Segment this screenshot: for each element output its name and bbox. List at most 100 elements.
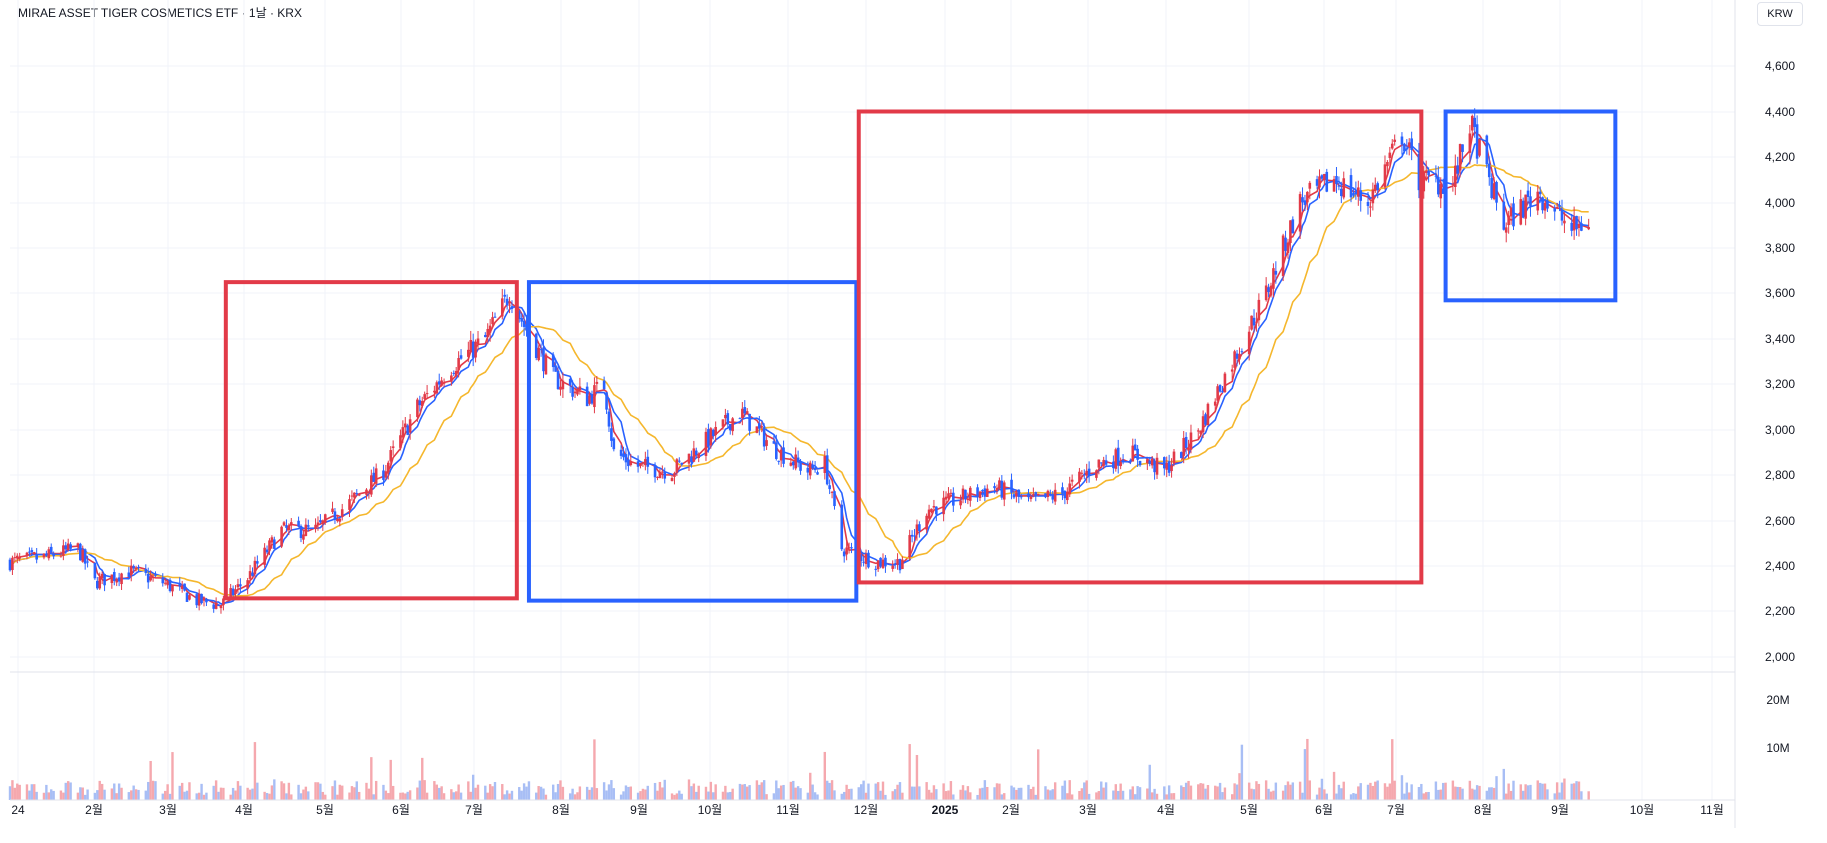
candle-body	[1468, 133, 1472, 153]
volume-bar	[571, 788, 574, 800]
candle-body	[656, 476, 659, 478]
volume-bar	[568, 793, 572, 800]
volume-bar	[595, 788, 599, 800]
candle-body	[964, 489, 967, 500]
candle-body	[202, 597, 206, 601]
candle-body	[120, 573, 123, 585]
volume-bar	[1238, 773, 1241, 800]
candle-body	[1182, 437, 1185, 456]
candle-body	[537, 347, 540, 361]
volume-bar	[1231, 794, 1234, 800]
candle-body	[1352, 193, 1355, 196]
volume-bar	[47, 792, 50, 800]
candle-body	[1524, 194, 1527, 219]
candle-body	[658, 471, 662, 479]
candle-body	[1475, 124, 1479, 159]
candle-body	[248, 571, 252, 579]
candle-body	[1213, 401, 1217, 406]
volume-bar	[1032, 786, 1035, 800]
volume-bar	[792, 780, 795, 800]
volume-bar	[316, 782, 320, 800]
candle-body	[333, 511, 337, 520]
volume-bar	[1121, 790, 1125, 800]
volume-bar	[843, 791, 846, 800]
candle-body	[151, 576, 155, 579]
volume-bar	[1570, 783, 1573, 800]
volume-bar	[1146, 788, 1149, 800]
candle-body	[551, 354, 555, 368]
volume-bar	[1070, 794, 1074, 800]
candle-body	[1046, 490, 1050, 497]
candle-body	[323, 514, 327, 523]
candle-body	[1308, 182, 1312, 189]
candle-body	[724, 414, 727, 419]
volume-bar	[927, 789, 931, 800]
candle-body	[726, 413, 730, 425]
candle-body	[845, 547, 848, 555]
volume-bar	[765, 794, 768, 800]
candle-body	[908, 535, 911, 558]
volume-bar	[1015, 789, 1018, 800]
candle-body	[825, 455, 829, 485]
candle-body	[1230, 369, 1234, 372]
currency-button[interactable]: KRW	[1757, 2, 1803, 26]
candle-body	[639, 463, 642, 467]
volume-bar	[653, 782, 657, 800]
volume-bar	[896, 784, 899, 800]
volume-bar	[1027, 784, 1030, 800]
candle-body	[1238, 353, 1241, 360]
candle-body	[925, 515, 928, 530]
candle-body	[287, 525, 291, 531]
volume-bar	[1425, 792, 1428, 800]
volume-bar	[1357, 786, 1360, 800]
annotation-box[interactable]	[223, 280, 519, 601]
candle-body	[1201, 416, 1205, 433]
annotation-box[interactable]	[526, 280, 859, 603]
volume-bar	[1335, 793, 1338, 800]
volume-bar	[1371, 785, 1375, 800]
annotation-box[interactable]	[1443, 109, 1618, 303]
volume-bar	[1221, 792, 1224, 800]
candle-body	[253, 560, 257, 575]
volume-bar	[1306, 738, 1309, 800]
candle-body	[1078, 471, 1081, 482]
candle-body	[641, 462, 645, 464]
volume-bar	[1274, 782, 1278, 800]
candle-body	[993, 486, 996, 489]
volume-bar	[678, 790, 681, 800]
candle-body	[947, 493, 950, 499]
candle-body	[998, 480, 1001, 489]
volume-bar	[1437, 789, 1440, 800]
price-tick-label: 4,400	[1765, 105, 1795, 119]
volume-bar	[1063, 780, 1067, 800]
annotation-box[interactable]	[856, 109, 1424, 585]
candle-body	[1403, 143, 1406, 152]
volume-bar	[1269, 791, 1273, 800]
time-tick-label: 8월	[552, 803, 570, 817]
candle-body	[721, 419, 725, 427]
candle-body	[517, 310, 521, 320]
candle-body	[678, 460, 681, 462]
candle-body	[748, 413, 751, 431]
time-tick-label: 2월	[1002, 803, 1020, 817]
volume-bar	[408, 790, 412, 800]
volume-bar	[365, 782, 368, 800]
volume-bar	[695, 791, 698, 800]
volume-bar	[231, 787, 235, 800]
volume-bar	[59, 790, 63, 800]
volume-bar	[1281, 790, 1285, 800]
volume-bar	[796, 786, 800, 800]
volume-bar	[726, 792, 729, 800]
candle-body	[1434, 175, 1438, 177]
candle-body	[1437, 176, 1440, 195]
volume-bar	[1374, 781, 1377, 800]
candle-body	[808, 462, 812, 476]
volume-bar	[1558, 792, 1561, 800]
candle-body	[981, 490, 984, 492]
volume-bar	[1206, 785, 1210, 800]
volume-bar	[743, 784, 746, 800]
volume-bar	[1204, 788, 1207, 800]
volume-bar	[35, 791, 38, 800]
price-tick-label: 2,000	[1765, 650, 1795, 664]
